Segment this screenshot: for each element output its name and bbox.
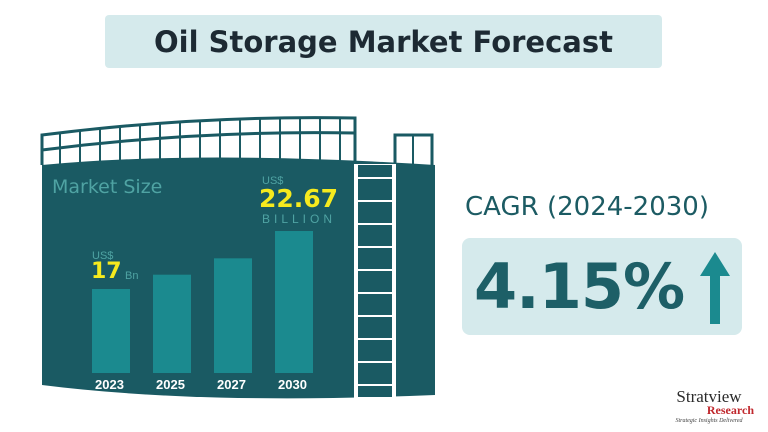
bar-2030 [275, 231, 313, 373]
logo-name: Stratview [676, 387, 742, 406]
bar-2027 [214, 258, 252, 373]
logo-tagline: Strategic Insights Delivered [675, 418, 743, 424]
logo-sub: Research [706, 403, 754, 417]
annotation-2023-unit: Bn [125, 270, 139, 282]
annotation-2030-value: 22.67 [259, 184, 339, 213]
title-box: Oil Storage Market Forecast [105, 15, 662, 68]
page-title: Oil Storage Market Forecast [154, 24, 613, 59]
railing-posts [59, 118, 414, 165]
annotation-2023-prefix: US$ [92, 250, 114, 262]
arrow-up-icon [700, 252, 730, 324]
ladder [354, 164, 396, 398]
bar-2025 [153, 274, 191, 373]
chart-title: Market Size [52, 176, 163, 198]
cagr-value: 4.15% [474, 250, 685, 323]
stratview-logo: Stratview Research Strategic Insights De… [664, 375, 754, 425]
bar-2023 [92, 289, 130, 373]
cagr-box [462, 238, 742, 335]
cagr-label: CAGR (2024-2030) [465, 192, 709, 222]
x-tick-label: 2027 [217, 377, 246, 392]
x-tick-label: 2025 [156, 377, 185, 392]
annotation-2030-unit: BILLION [262, 212, 337, 226]
x-tick-label: 2023 [95, 377, 124, 392]
annotation-2030-prefix: US$ [262, 175, 284, 187]
annotation-2023-value: 17 [91, 259, 122, 284]
x-tick-label: 2030 [278, 377, 307, 392]
